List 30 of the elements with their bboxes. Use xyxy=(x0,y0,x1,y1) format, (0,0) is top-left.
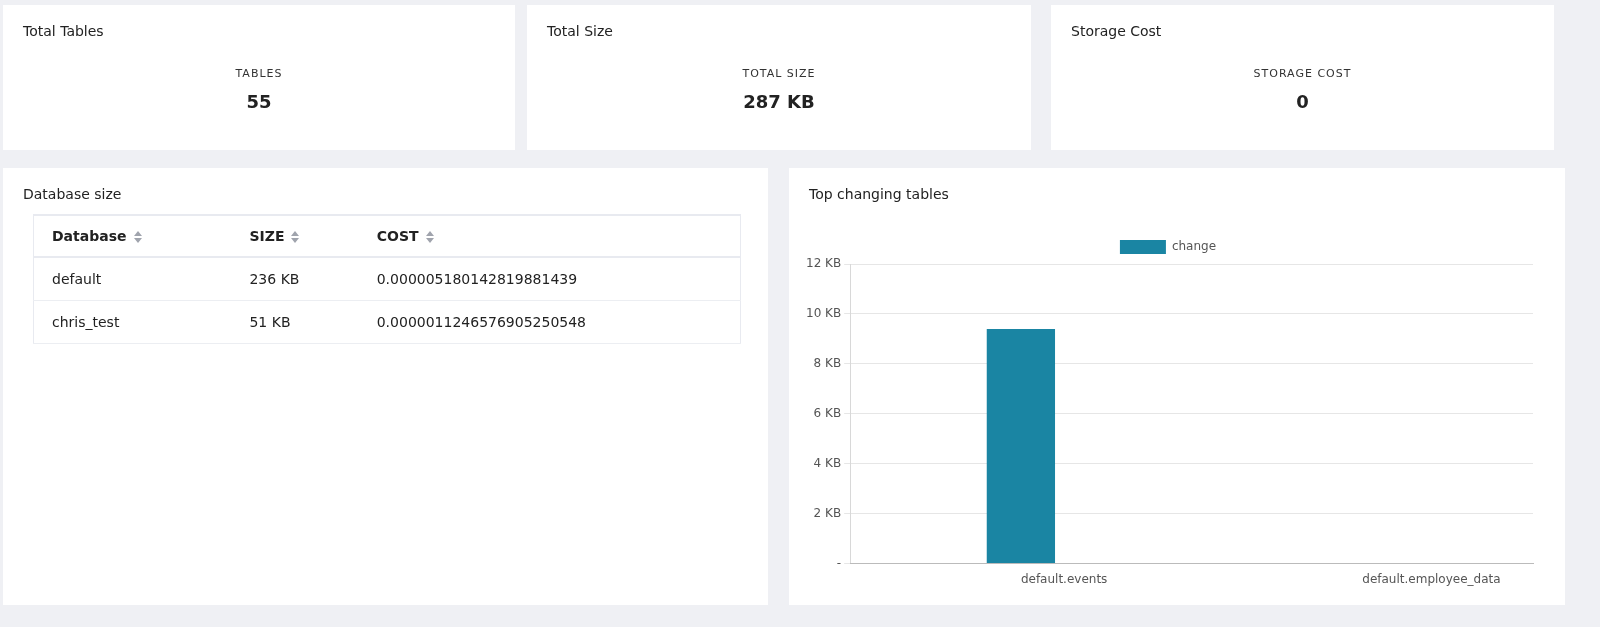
text: 0 xyxy=(1295,91,1310,112)
text: chris_test xyxy=(33,300,232,344)
y-tick-label: 8 KB xyxy=(813,355,842,370)
text: 0.000005180142819881439 xyxy=(358,257,741,301)
text: Total Size xyxy=(547,23,613,39)
chart-title: Top changing tables xyxy=(809,186,949,202)
text: STORAGE COST xyxy=(1252,67,1353,80)
x-tick-label: default.events xyxy=(1020,571,1108,586)
y-tick-label: 12 KB xyxy=(806,256,842,271)
category-label: Database xyxy=(33,215,232,257)
text: Database size xyxy=(23,186,122,202)
legend-label: change xyxy=(1171,239,1217,254)
text: TOTAL SIZE xyxy=(741,67,817,80)
y-tick-label: 6 KB xyxy=(813,405,842,420)
category-label: COST xyxy=(358,215,741,257)
text: default xyxy=(33,257,232,301)
y-tick-label: 10 KB xyxy=(806,306,842,321)
text: 55 xyxy=(245,91,273,112)
y-tick-label: 4 KB xyxy=(813,455,842,470)
y-tick-label: 2 KB xyxy=(813,505,842,520)
text: 287 KB xyxy=(742,91,816,112)
text: 236 KB xyxy=(231,257,359,301)
text: Total Tables xyxy=(23,23,104,39)
text: TABLES xyxy=(234,67,284,80)
text: 0.0000011246576905250548 xyxy=(358,300,741,344)
text: 51 KB xyxy=(231,300,359,344)
x-tick-label: default.employee_data xyxy=(1362,571,1501,586)
text: Storage Cost xyxy=(1071,23,1162,39)
category-label: SIZE xyxy=(231,215,359,257)
y-tick-label: - xyxy=(836,555,842,570)
